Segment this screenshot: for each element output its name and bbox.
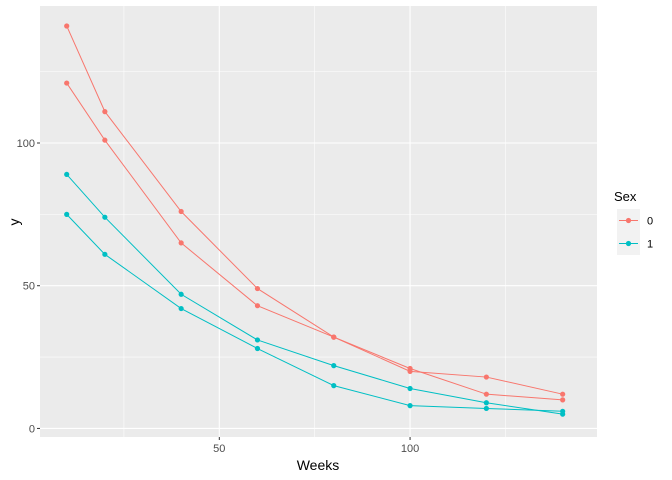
y-axis-title: y (6, 219, 22, 226)
major-grid (40, 6, 597, 437)
data-point-sex-0 (331, 334, 337, 340)
series-line-sex-1 (66, 214, 563, 412)
data-point-sex-0 (483, 391, 489, 397)
panel-background (40, 6, 597, 437)
data-point-sex-1 (331, 383, 337, 389)
data-point-sex-1 (64, 211, 70, 217)
data-point-sex-1 (254, 337, 261, 343)
data-point-sex-0 (560, 391, 566, 397)
axis-ticks (37, 142, 411, 440)
series-line-sex-0 (66, 25, 563, 395)
legend-label: 0 (647, 216, 653, 228)
x-axis-title: Weeks (297, 457, 340, 473)
series-layer (64, 23, 566, 417)
legend-key-point (625, 217, 632, 224)
data-point-sex-1 (407, 403, 413, 409)
data-point-sex-1 (178, 291, 184, 297)
x-tick-label: 100 (401, 443, 419, 455)
data-point-sex-0 (64, 23, 70, 29)
data-point-sex-1 (331, 363, 337, 369)
data-point-sex-1 (483, 400, 489, 406)
data-point-sex-1 (178, 305, 184, 312)
minor-grid (40, 6, 597, 437)
legend: Sex 01 (614, 189, 653, 255)
series-line-sex-0 (66, 82, 563, 401)
data-point-sex-1 (254, 345, 261, 352)
legend-key-point (625, 240, 632, 247)
data-point-sex-1 (483, 405, 489, 412)
data-point-sex-1 (407, 385, 413, 392)
data-point-sex-0 (254, 285, 261, 292)
data-point-sex-1 (560, 408, 566, 414)
tick-labels: 50 100 0 50 100 (17, 138, 420, 455)
data-point-sex-0 (178, 208, 184, 215)
data-point-sex-0 (254, 303, 261, 309)
data-point-sex-0 (64, 80, 70, 86)
data-point-sex-1 (102, 214, 108, 220)
legend-label: 1 (647, 239, 653, 251)
y-tick-label: 100 (17, 138, 35, 150)
data-point-sex-0 (102, 109, 108, 115)
y-tick-label: 50 (23, 281, 35, 293)
data-point-sex-0 (407, 365, 413, 372)
data-point-sex-0 (178, 240, 184, 246)
data-point-sex-0 (102, 137, 108, 143)
x-tick-label: 50 (213, 443, 225, 455)
y-tick-label: 0 (29, 423, 35, 435)
series-line-sex-1 (66, 174, 563, 415)
legend-keys: 01 (617, 209, 653, 255)
legend-title: Sex (614, 189, 637, 204)
data-point-sex-1 (102, 251, 108, 257)
data-point-sex-0 (560, 397, 566, 403)
data-point-sex-0 (483, 374, 489, 380)
data-point-sex-1 (64, 171, 70, 178)
